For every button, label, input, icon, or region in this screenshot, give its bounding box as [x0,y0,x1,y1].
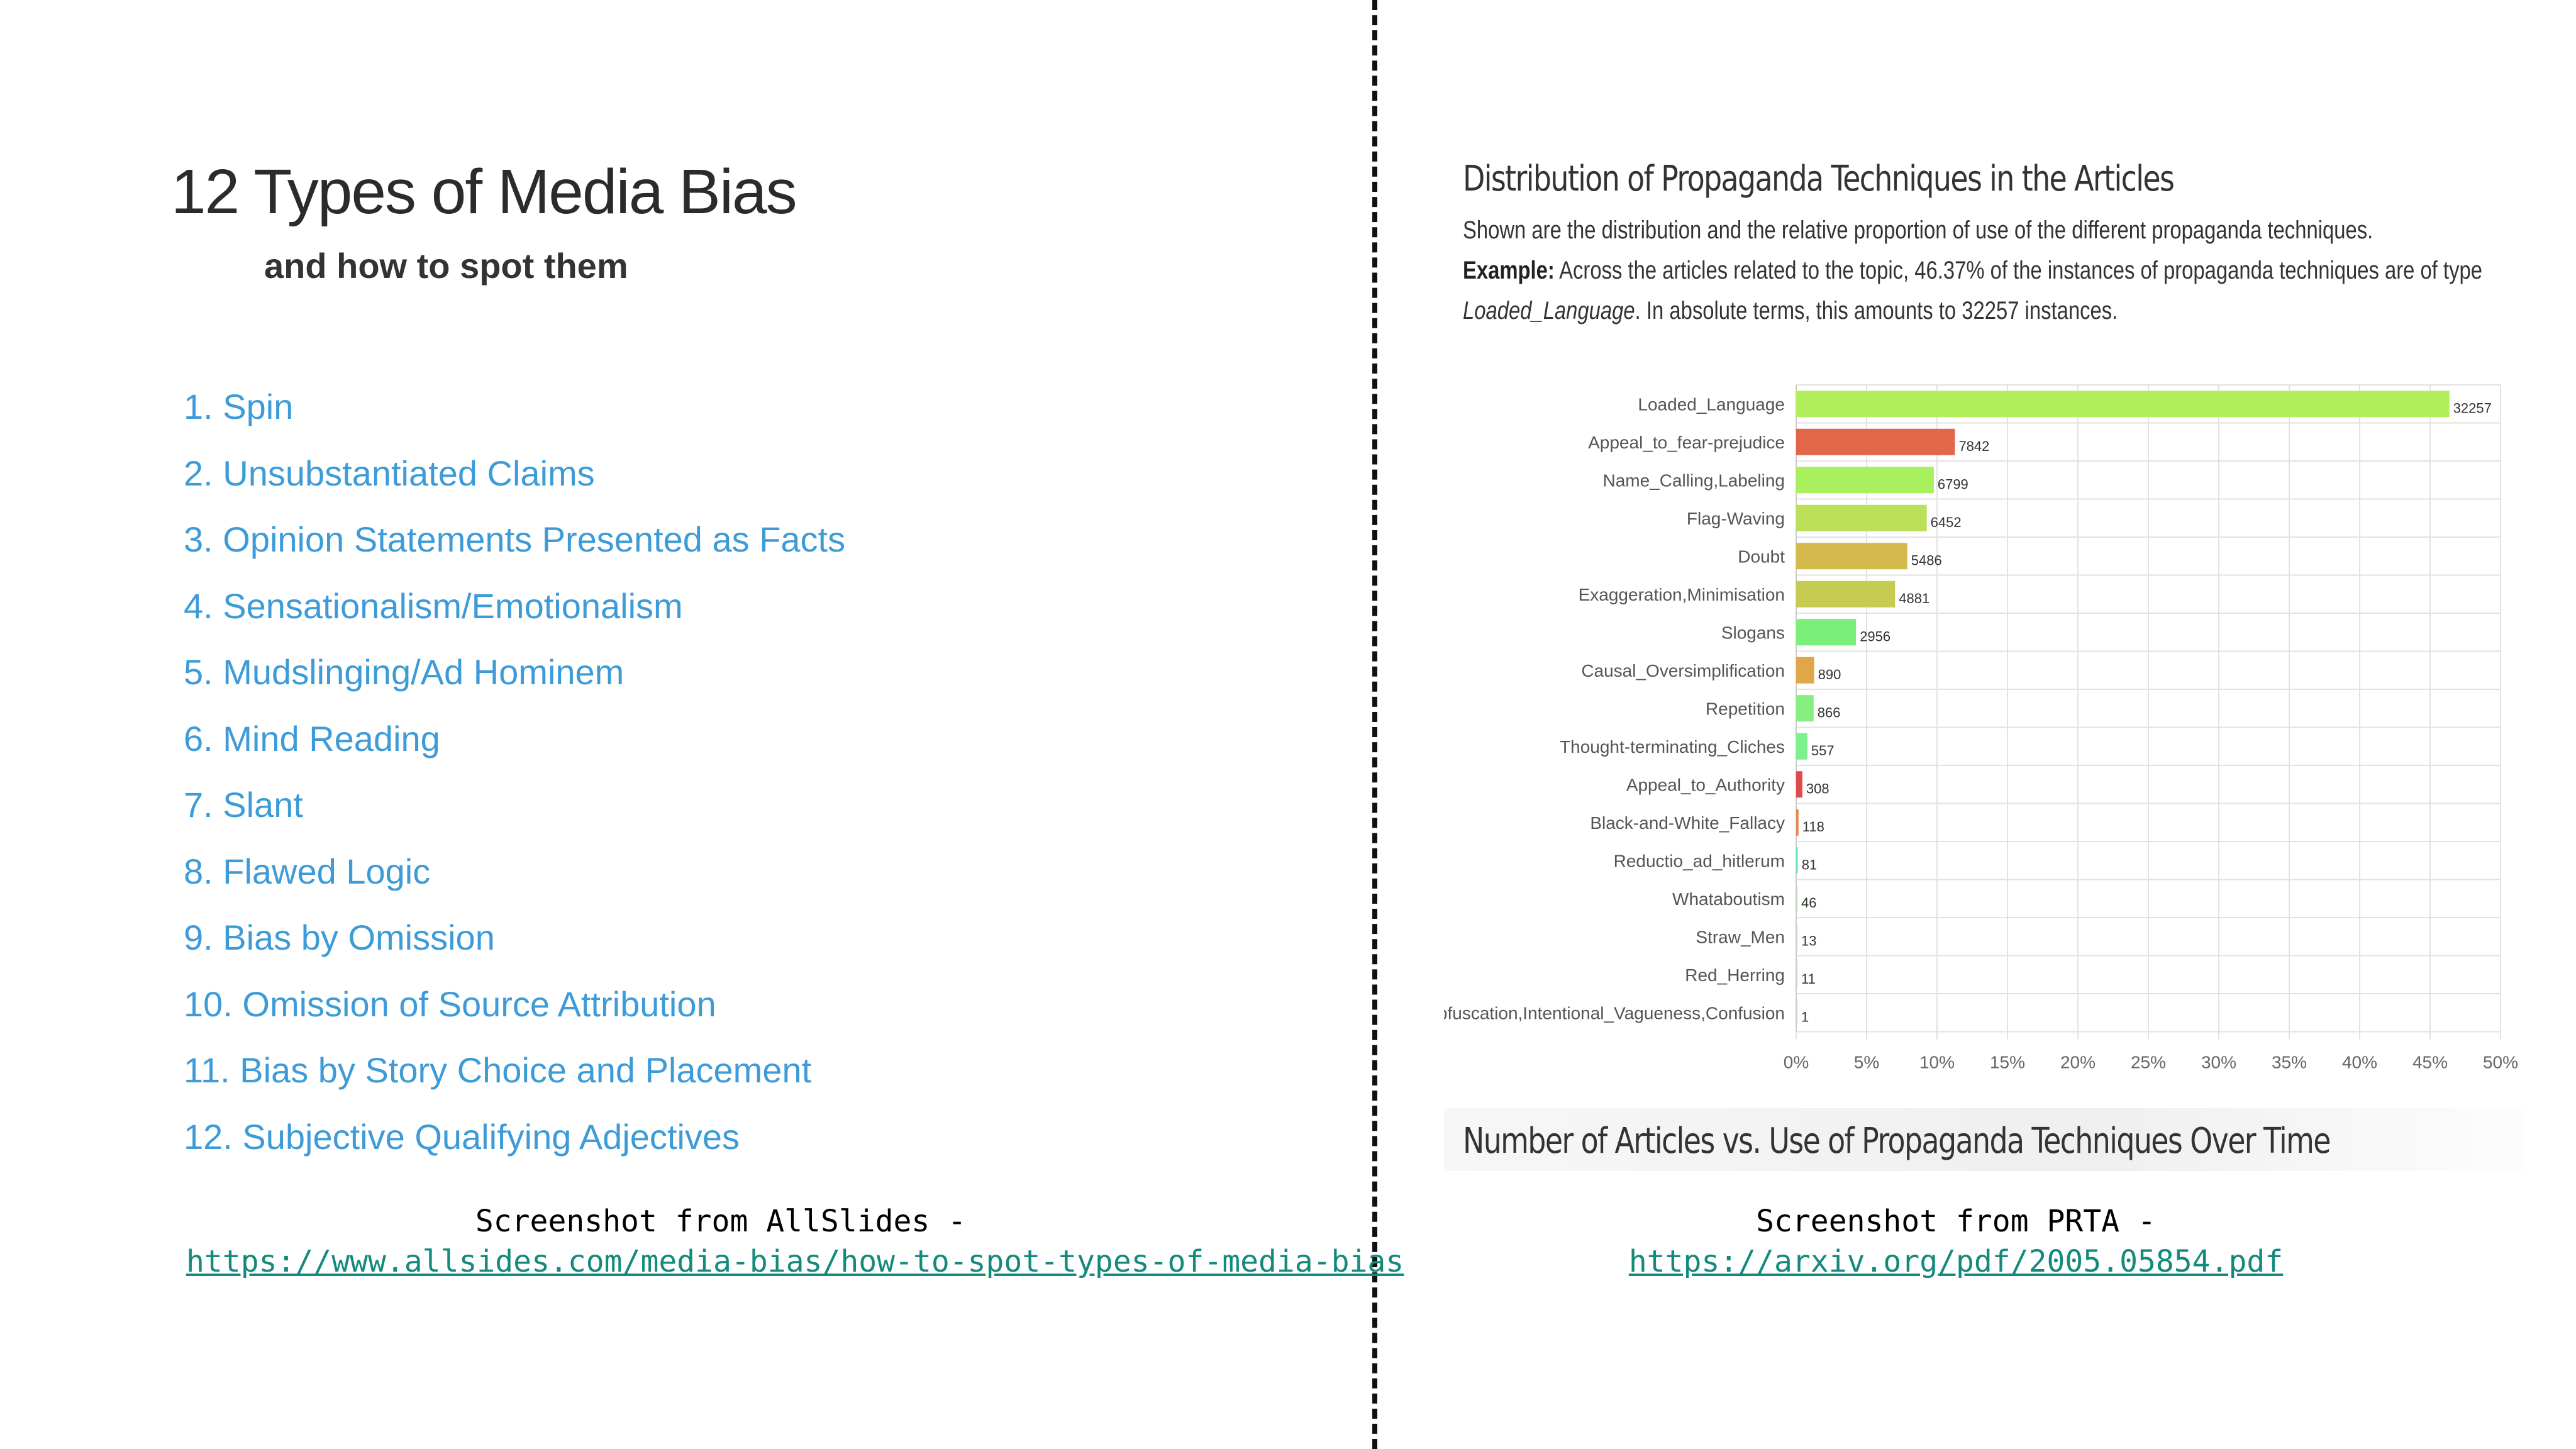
bar [1796,999,1797,1026]
bar [1796,543,1907,570]
category-label: Repetition [1706,699,1785,718]
x-tick-label: 50% [2483,1053,2518,1072]
value-label: 890 [1818,667,1841,682]
category-label: Red_Herring [1685,965,1785,985]
value-label: 32257 [2453,400,2492,416]
value-label: 1 [1801,1009,1809,1024]
category-label: Slogans [1721,623,1785,642]
value-label: 81 [1802,857,1817,872]
bar [1796,504,1927,531]
category-label: Appeal_to_fear-prejudice [1588,433,1785,452]
prta-screenshot: Distribution of Propaganda Techniques in… [1444,140,2526,1171]
category-label: Black-and-White_Fallacy [1590,813,1785,833]
center-divider [1372,0,1377,1449]
bar [1796,923,1797,950]
x-tick-label: 25% [2131,1053,2166,1072]
bar [1796,391,2450,418]
x-tick-label: 40% [2342,1053,2377,1072]
left-caption-text: Screenshot from AllSlides - [475,1204,967,1239]
chart-title: Distribution of Propaganda Techniques in… [1463,158,2175,199]
value-label: 557 [1811,743,1835,758]
description-line-3: Loaded_Language. In absolute terms, this… [1463,291,2482,331]
category-label: Flag-Waving [1687,509,1785,528]
right-caption-text: Screenshot from PRTA - [1756,1204,2156,1239]
bar [1796,657,1814,684]
x-tick-label: 15% [1990,1053,2025,1072]
bar [1796,428,1955,455]
x-tick-label: 0% [1784,1053,1809,1072]
chart-description: Shown are the distribution and the relat… [1463,210,2482,331]
list-item: 8. Flawed Logic [184,851,431,891]
bar [1796,467,1934,494]
example-text: Across the articles related to the topic… [1559,257,2482,284]
allsides-link[interactable]: https://www.allsides.com/media-bias/how-… [186,1244,1404,1279]
left-title: 12 Types of Media Bias [171,157,797,227]
value-label: 118 [1802,819,1824,835]
bar [1796,809,1799,836]
x-tick-label: 10% [1919,1053,1955,1072]
list-item: 7. Slant [184,785,303,824]
list-item: 11. Bias by Story Choice and Placement [184,1050,812,1090]
list-item: 3. Opinion Statements Presented as Facts [184,519,846,559]
list-item: 9. Bias by Omission [184,918,495,957]
bar [1796,580,1896,608]
next-section-header: Number of Articles vs. Use of Propaganda… [1444,1108,2526,1171]
category-label: Loaded_Language [1638,394,1785,414]
value-label: 13 [1801,933,1816,948]
category-label: Reductio_ad_hitlerum [1614,851,1785,870]
example-text-end: . In absolute terms, this amounts to 322… [1635,297,2118,325]
next-section-title: Number of Articles vs. Use of Propaganda… [1463,1121,2331,1162]
list-item: 4. Sensationalism/Emotionalism [184,586,683,626]
right-caption: Screenshot from PRTA - https://arxiv.org… [1610,1201,2302,1282]
value-label: 11 [1801,971,1816,987]
category-label: Appeal_to_Authority [1626,775,1785,794]
bar [1796,695,1814,722]
value-label: 866 [1818,704,1841,720]
category-label: Straw_Men [1696,927,1785,947]
value-label: 6799 [1938,476,1968,492]
category-label: Name_Calling,Labeling [1602,470,1785,490]
list-item: 1. Spin [184,387,294,426]
list-item: 5. Mudslinging/Ad Hominem [184,652,625,692]
list-item: 2. Unsubstantiated Claims [184,453,595,493]
category-label: Thought-terminating_Cliches [1560,737,1785,757]
bar [1796,619,1857,646]
x-tick-label: 20% [2060,1053,2096,1072]
bar [1796,885,1797,912]
category-label: Doubt [1738,547,1785,566]
value-label: 7842 [1958,438,1989,454]
left-subtitle: and how to spot them [264,246,628,286]
x-tick-label: 30% [2201,1053,2236,1072]
x-tick-label: 35% [2272,1053,2307,1072]
category-label: Obfuscation,Intentional_Vagueness,Confus… [1444,1003,1785,1023]
value-label: 4881 [1899,591,1929,606]
value-label: 5486 [1911,552,1942,568]
value-label: 308 [1806,780,1829,796]
arxiv-link[interactable]: https://arxiv.org/pdf/2005.05854.pdf [1628,1244,2284,1279]
bar [1796,733,1807,760]
example-technique: Loaded_Language [1463,297,1635,325]
value-label: 46 [1801,895,1816,911]
list-item: 12. Subjective Qualifying Adjectives [184,1116,740,1157]
description-line-2: Example: Across the articles related to … [1463,250,2482,291]
value-label: 2956 [1860,628,1890,644]
category-label: Exaggeration,Minimisation [1579,585,1785,604]
bar [1796,771,1802,798]
bias-list: 1. Spin 2. Unsubstantiated Claims 3. Opi… [184,385,845,1181]
bar [1796,961,1797,988]
x-tick-label: 5% [1854,1053,1879,1072]
description-line-1: Shown are the distribution and the relat… [1463,216,2373,244]
category-label: Causal_Oversimplification [1581,661,1785,680]
list-item: 6. Mind Reading [184,718,440,758]
propaganda-bar-chart: 0% 5% 10% 15% 20% 25% 30% 35% 40% 45% 50% Loaded_La… [1444,384,2518,1072]
list-item: 10. Omission of Source Attribution [184,984,716,1024]
bar [1796,847,1798,874]
value-label: 6452 [1931,514,1962,530]
example-label: Example: [1463,257,1555,284]
left-caption: Screenshot from AllSlides - https://www.… [186,1201,1404,1282]
category-label: Whataboutism [1672,889,1785,909]
x-tick-label: 45% [2412,1053,2448,1072]
